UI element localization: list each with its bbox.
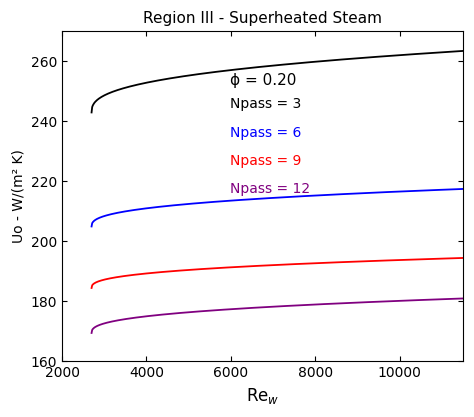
X-axis label: Re$_w$: Re$_w$ — [246, 386, 279, 406]
Text: ϕ = 0.20: ϕ = 0.20 — [230, 73, 297, 88]
Text: Npass = 12: Npass = 12 — [230, 182, 310, 196]
Y-axis label: Uo - W/(m² K): Uo - W/(m² K) — [11, 150, 25, 244]
Text: Npass = 3: Npass = 3 — [230, 98, 301, 111]
Text: Npass = 9: Npass = 9 — [230, 153, 302, 168]
Title: Region III - Superheated Steam: Region III - Superheated Steam — [143, 11, 382, 26]
Text: Npass = 6: Npass = 6 — [230, 126, 302, 140]
